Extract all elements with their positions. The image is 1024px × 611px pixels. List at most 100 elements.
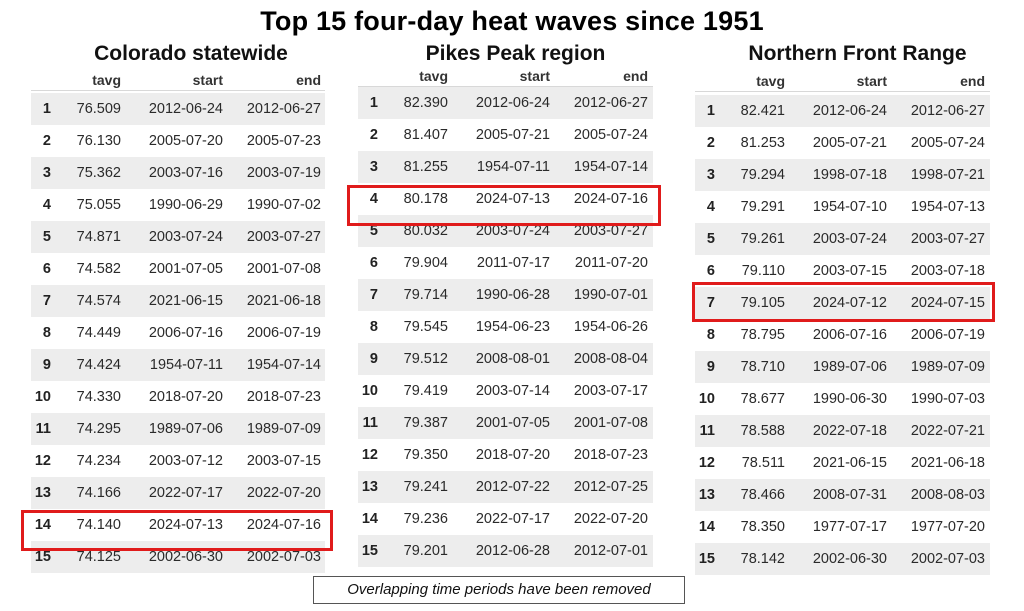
row-rank: 4 bbox=[369, 191, 378, 207]
cell-tavg: 74.295 bbox=[76, 421, 121, 437]
cell-start: 2012-06-24 bbox=[475, 95, 550, 111]
cell-start: 2024-07-13 bbox=[475, 191, 550, 207]
cell-start: 2001-07-05 bbox=[148, 261, 223, 277]
cell-end: 2012-06-27 bbox=[573, 95, 648, 111]
cell-start: 2021-06-15 bbox=[148, 293, 223, 309]
table-row: 12 74.234 2003-07-12 2003-07-15 bbox=[31, 445, 325, 477]
cell-tavg: 79.294 bbox=[740, 167, 785, 183]
cell-end: 2018-07-23 bbox=[573, 447, 648, 463]
table-row: 7 74.574 2021-06-15 2021-06-18 bbox=[31, 285, 325, 317]
row-rank: 4 bbox=[706, 199, 715, 215]
table-row: 3 75.362 2003-07-16 2003-07-19 bbox=[31, 157, 325, 189]
cell-end: 2008-08-03 bbox=[910, 487, 985, 503]
table-title: Northern Front Range bbox=[748, 42, 967, 65]
table-row: 12 78.511 2021-06-15 2021-06-18 bbox=[695, 447, 990, 479]
row-rank: 2 bbox=[42, 133, 51, 149]
column-header-start: start bbox=[192, 72, 223, 88]
cell-start: 1954-07-10 bbox=[812, 199, 887, 215]
row-rank: 14 bbox=[361, 511, 378, 527]
cell-tavg: 81.255 bbox=[403, 159, 448, 175]
cell-end: 1954-07-13 bbox=[910, 199, 985, 215]
table-title: Colorado statewide bbox=[94, 42, 288, 65]
cell-start: 2012-06-28 bbox=[475, 543, 550, 559]
table-row: 4 80.178 2024-07-13 2024-07-16 bbox=[358, 183, 653, 215]
cell-start: 2003-07-16 bbox=[148, 165, 223, 181]
table-row: 2 76.130 2005-07-20 2005-07-23 bbox=[31, 125, 325, 157]
table-row: 14 74.140 2024-07-13 2024-07-16 bbox=[31, 509, 325, 541]
cell-tavg: 80.032 bbox=[403, 223, 448, 239]
row-rank: 14 bbox=[34, 517, 51, 533]
cell-tavg: 74.234 bbox=[76, 453, 121, 469]
row-rank: 1 bbox=[42, 101, 51, 117]
table-row: 9 74.424 1954-07-11 1954-07-14 bbox=[31, 349, 325, 381]
row-rank: 3 bbox=[706, 167, 715, 183]
cell-end: 1954-07-14 bbox=[573, 159, 648, 175]
row-rank: 14 bbox=[698, 519, 715, 535]
table-northern-front-range: Northern Front Range tavg start end 1 82.… bbox=[695, 40, 990, 575]
cell-tavg: 78.677 bbox=[740, 391, 785, 407]
cell-end: 2005-07-24 bbox=[573, 127, 648, 143]
cell-tavg: 74.140 bbox=[76, 517, 121, 533]
cell-end: 1989-07-09 bbox=[246, 421, 321, 437]
table-body: 1 82.390 2012-06-24 2012-06-27 2 81.407 2005-0… bbox=[358, 87, 653, 567]
cell-tavg: 79.904 bbox=[403, 255, 448, 271]
cell-tavg: 75.055 bbox=[76, 197, 121, 213]
cell-tavg: 74.574 bbox=[76, 293, 121, 309]
cell-end: 2002-07-03 bbox=[910, 551, 985, 567]
cell-end: 1990-07-03 bbox=[910, 391, 985, 407]
cell-end: 2005-07-23 bbox=[246, 133, 321, 149]
row-rank: 9 bbox=[369, 351, 378, 367]
table-row: 8 74.449 2006-07-16 2006-07-19 bbox=[31, 317, 325, 349]
cell-start: 2022-07-18 bbox=[812, 423, 887, 439]
table-row: 11 74.295 1989-07-06 1989-07-09 bbox=[31, 413, 325, 445]
cell-end: 2003-07-27 bbox=[910, 231, 985, 247]
table-colorado-statewide: Colorado statewide tavg start end 1 76.50… bbox=[31, 40, 325, 573]
cell-start: 1990-06-29 bbox=[148, 197, 223, 213]
table-header: tavg start end bbox=[695, 69, 990, 92]
row-rank: 5 bbox=[42, 229, 51, 245]
table-pikes-peak-region: Pikes Peak region tavg start end 1 82.390… bbox=[358, 40, 653, 567]
cell-end: 2012-06-27 bbox=[910, 103, 985, 119]
cell-start: 1989-07-06 bbox=[148, 421, 223, 437]
cell-end: 2002-07-03 bbox=[246, 549, 321, 565]
cell-tavg: 74.424 bbox=[76, 357, 121, 373]
table-row: 12 79.350 2018-07-20 2018-07-23 bbox=[358, 439, 653, 471]
cell-end: 2003-07-18 bbox=[910, 263, 985, 279]
row-rank: 7 bbox=[42, 293, 51, 309]
cell-end: 2021-06-18 bbox=[910, 455, 985, 471]
table-row: 14 79.236 2022-07-17 2022-07-20 bbox=[358, 503, 653, 535]
cell-start: 2012-06-24 bbox=[812, 103, 887, 119]
cell-start: 2001-07-05 bbox=[475, 415, 550, 431]
row-rank: 1 bbox=[706, 103, 715, 119]
cell-start: 1954-07-11 bbox=[149, 357, 223, 373]
cell-start: 2011-07-17 bbox=[476, 255, 550, 271]
cell-start: 1989-07-06 bbox=[812, 359, 887, 375]
table-row: 7 79.105 2024-07-12 2024-07-15 bbox=[695, 287, 990, 319]
cell-tavg: 78.142 bbox=[740, 551, 785, 567]
cell-start: 1954-06-23 bbox=[475, 319, 550, 335]
cell-end: 1954-07-14 bbox=[246, 357, 321, 373]
cell-start: 2012-06-24 bbox=[148, 101, 223, 117]
cell-end: 2003-07-27 bbox=[573, 223, 648, 239]
cell-start: 2003-07-12 bbox=[148, 453, 223, 469]
cell-tavg: 74.871 bbox=[76, 229, 121, 245]
cell-end: 2012-07-25 bbox=[573, 479, 648, 495]
row-rank: 11 bbox=[362, 415, 378, 431]
cell-end: 2003-07-17 bbox=[573, 383, 648, 399]
column-header-tavg: tavg bbox=[419, 68, 448, 84]
table-row: 3 79.294 1998-07-18 1998-07-21 bbox=[695, 159, 990, 191]
table-row: 5 74.871 2003-07-24 2003-07-27 bbox=[31, 221, 325, 253]
cell-start: 2002-06-30 bbox=[148, 549, 223, 565]
row-rank: 3 bbox=[42, 165, 51, 181]
table-row: 6 74.582 2001-07-05 2001-07-08 bbox=[31, 253, 325, 285]
table-row: 2 81.407 2005-07-21 2005-07-24 bbox=[358, 119, 653, 151]
cell-tavg: 79.350 bbox=[403, 447, 448, 463]
cell-start: 1990-06-28 bbox=[475, 287, 550, 303]
row-rank: 5 bbox=[706, 231, 715, 247]
cell-tavg: 79.110 bbox=[741, 263, 785, 279]
table-row: 1 76.509 2012-06-24 2012-06-27 bbox=[31, 93, 325, 125]
row-rank: 11 bbox=[699, 423, 715, 439]
table-body: 1 82.421 2012-06-24 2012-06-27 2 81.253 2005-0… bbox=[695, 95, 990, 575]
row-rank: 12 bbox=[361, 447, 378, 463]
row-rank: 1 bbox=[369, 95, 378, 111]
